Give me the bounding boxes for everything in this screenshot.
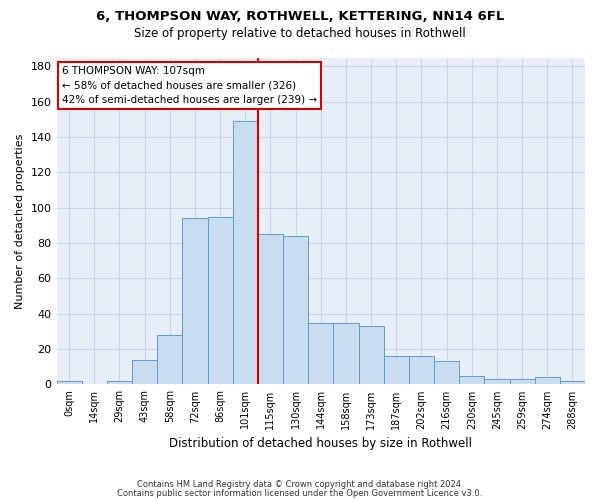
Text: 6, THOMPSON WAY, ROTHWELL, KETTERING, NN14 6FL: 6, THOMPSON WAY, ROTHWELL, KETTERING, NN… bbox=[96, 10, 504, 23]
Bar bbox=[233, 121, 258, 384]
Bar bbox=[283, 236, 308, 384]
Bar bbox=[132, 360, 157, 384]
Bar bbox=[208, 216, 233, 384]
Bar bbox=[334, 322, 359, 384]
Bar bbox=[383, 356, 409, 384]
Y-axis label: Number of detached properties: Number of detached properties bbox=[15, 134, 25, 308]
Text: Contains public sector information licensed under the Open Government Licence v3: Contains public sector information licen… bbox=[118, 490, 482, 498]
Text: 6 THOMPSON WAY: 107sqm
← 58% of detached houses are smaller (326)
42% of semi-de: 6 THOMPSON WAY: 107sqm ← 58% of detached… bbox=[62, 66, 317, 106]
Bar bbox=[56, 381, 82, 384]
X-axis label: Distribution of detached houses by size in Rothwell: Distribution of detached houses by size … bbox=[169, 437, 472, 450]
Bar bbox=[459, 376, 484, 384]
Bar bbox=[258, 234, 283, 384]
Bar bbox=[409, 356, 434, 384]
Bar bbox=[535, 378, 560, 384]
Bar bbox=[509, 379, 535, 384]
Bar bbox=[157, 335, 182, 384]
Bar bbox=[434, 362, 459, 384]
Bar bbox=[308, 322, 334, 384]
Bar bbox=[107, 381, 132, 384]
Bar bbox=[560, 381, 585, 384]
Bar bbox=[182, 218, 208, 384]
Bar bbox=[484, 379, 509, 384]
Bar bbox=[359, 326, 383, 384]
Text: Contains HM Land Registry data © Crown copyright and database right 2024.: Contains HM Land Registry data © Crown c… bbox=[137, 480, 463, 489]
Text: Size of property relative to detached houses in Rothwell: Size of property relative to detached ho… bbox=[134, 28, 466, 40]
